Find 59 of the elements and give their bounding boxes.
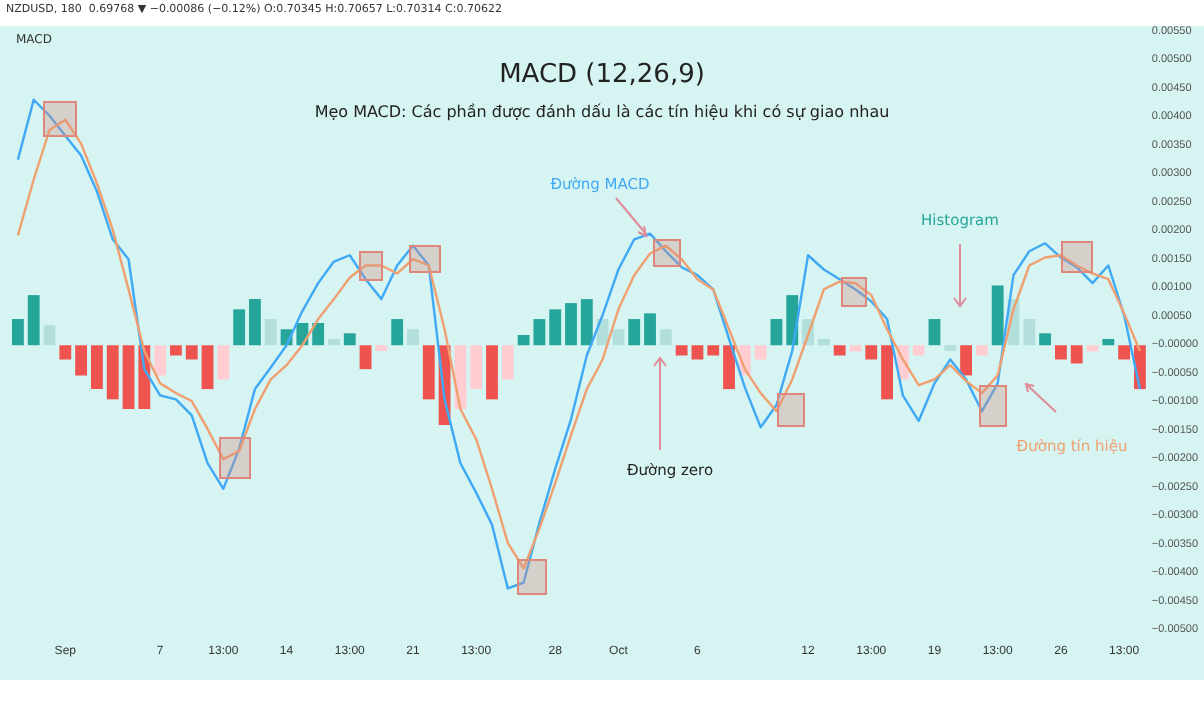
bar (249, 299, 261, 346)
bar (11, 319, 24, 346)
bar (391, 319, 404, 346)
bar (1118, 345, 1131, 360)
bar (343, 333, 356, 346)
bar (217, 345, 230, 380)
bar (1023, 319, 1036, 346)
bar (170, 345, 182, 356)
bar (928, 319, 941, 346)
bar (991, 285, 1004, 346)
bar (201, 345, 214, 390)
bar (407, 329, 419, 346)
bar (881, 345, 893, 400)
text: MACD (12,26,9) (499, 60, 705, 90)
bar (154, 345, 167, 376)
bar (1054, 345, 1067, 360)
bar (328, 338, 340, 346)
bar (659, 329, 672, 346)
bar (565, 303, 577, 346)
bar (90, 345, 103, 390)
bar (1039, 333, 1052, 346)
bar (27, 295, 40, 346)
bar (1102, 338, 1115, 346)
text: Mẹo MACD: Các phần được đánh dấu là các tín hiệu khi có sự giao nhau (314, 103, 890, 121)
bar (580, 299, 593, 346)
bar (754, 345, 767, 360)
bar (233, 309, 246, 346)
bar (359, 345, 372, 370)
bar (501, 345, 514, 380)
bar (975, 345, 988, 356)
bar (912, 345, 925, 356)
bar (644, 313, 656, 346)
bar (185, 345, 198, 360)
bar (707, 345, 720, 356)
bar (691, 345, 704, 360)
bar (833, 345, 846, 356)
bar (264, 319, 277, 346)
bar (312, 323, 325, 346)
bar (865, 345, 878, 360)
bar (122, 345, 135, 410)
bar (75, 345, 88, 376)
bar (1070, 345, 1083, 364)
bar (675, 345, 688, 356)
bar (486, 345, 498, 400)
bar (470, 345, 483, 390)
bar (375, 345, 388, 351)
bar (723, 345, 735, 390)
bar (944, 345, 957, 351)
bar (422, 345, 435, 400)
bar (849, 345, 862, 352)
bar (960, 345, 973, 376)
bar (106, 345, 119, 400)
bar (770, 319, 783, 346)
bar (43, 325, 56, 346)
bar (628, 319, 641, 346)
bar (817, 338, 830, 346)
bar (59, 345, 72, 360)
bar (549, 309, 562, 346)
bar (1086, 345, 1099, 352)
